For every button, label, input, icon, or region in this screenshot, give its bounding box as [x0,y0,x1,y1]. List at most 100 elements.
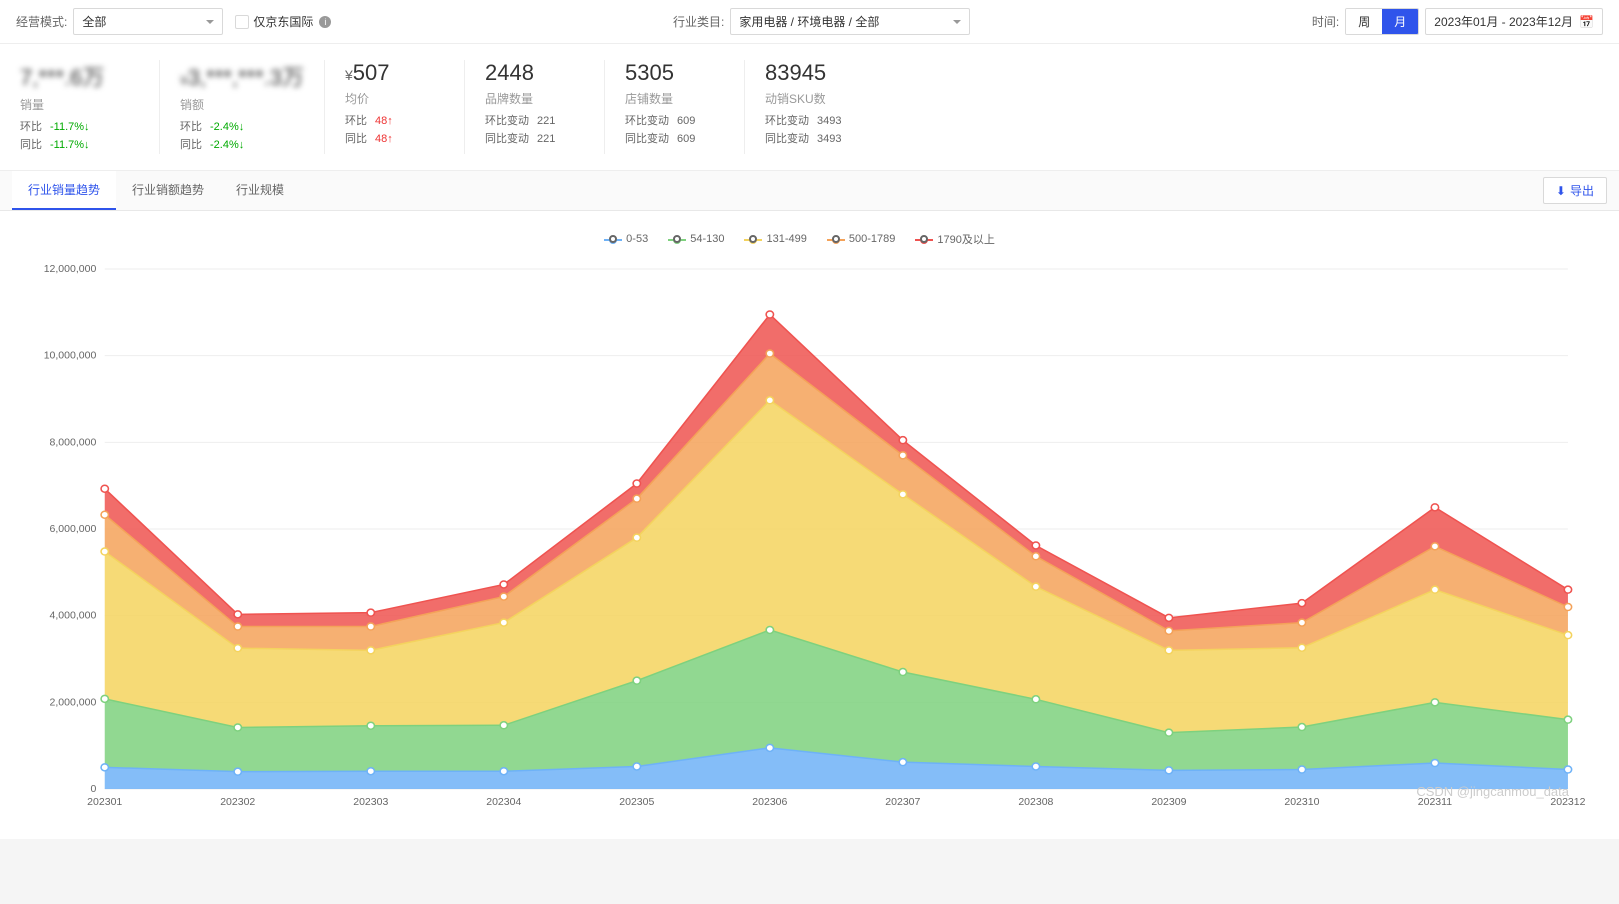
legend-item[interactable]: 131-499 [744,231,806,247]
series-marker[interactable] [367,722,374,729]
jd-intl-checkbox[interactable]: 仅京东国际 i [235,13,331,30]
series-marker[interactable] [367,609,374,616]
stat-comparison: 环比变动609 [625,113,724,131]
series-marker[interactable] [899,491,906,498]
arrow-down-icon [239,121,245,133]
series-marker[interactable] [367,768,374,775]
series-marker[interactable] [101,696,108,703]
series-marker[interactable] [500,768,507,775]
arrow-down-icon [239,139,245,151]
tab-2[interactable]: 行业规模 [220,171,300,210]
svg-text:202311: 202311 [1418,797,1453,808]
legend-marker-icon [827,235,845,243]
series-marker[interactable] [1298,766,1305,773]
time-toggle: 周 月 [1345,8,1419,35]
series-marker[interactable] [1431,760,1438,767]
arrow-down-icon [84,139,90,151]
series-marker[interactable] [633,480,640,487]
chart-legend: 0-53 54-130 131-499 500-1789 1790及以上 [10,231,1589,247]
series-marker[interactable] [101,764,108,771]
series-marker[interactable] [899,452,906,459]
series-marker[interactable] [1298,644,1305,651]
svg-text:4,000,000: 4,000,000 [50,611,97,622]
series-marker[interactable] [633,495,640,502]
series-marker[interactable] [101,511,108,518]
series-marker[interactable] [1165,729,1172,736]
toggle-month[interactable]: 月 [1382,9,1418,34]
series-marker[interactable] [1431,699,1438,706]
legend-item[interactable]: 54-130 [668,231,724,247]
legend-marker-icon [668,235,686,243]
series-marker[interactable] [899,437,906,444]
category-select[interactable]: 家用电器 / 环境电器 / 全部 [730,8,970,35]
series-marker[interactable] [101,485,108,492]
series-marker[interactable] [367,623,374,630]
series-marker[interactable] [1431,543,1438,550]
stat-prefix: ¥ [180,72,188,88]
series-marker[interactable] [633,763,640,770]
legend-marker-icon [744,235,762,243]
export-button[interactable]: ⬇导出 [1543,177,1607,204]
svg-text:202312: 202312 [1550,797,1585,808]
legend-item[interactable]: 500-1789 [827,231,896,247]
series-marker[interactable] [1431,586,1438,593]
stat-block: 7,***.6万销量环比-11.7%同比-11.7% [20,60,160,154]
series-marker[interactable] [234,645,241,652]
series-marker[interactable] [1032,763,1039,770]
stat-comparison: 环比-2.4% [180,119,304,137]
stat-value: 83945 [765,60,865,86]
series-marker[interactable] [1564,716,1571,723]
mode-select[interactable]: 全部 [73,8,223,35]
series-marker[interactable] [500,581,507,588]
series-marker[interactable] [1165,767,1172,774]
stat-prefix: ¥ [345,67,353,83]
jd-intl-label: 仅京东国际 [253,13,313,30]
legend-item[interactable]: 1790及以上 [915,231,994,247]
series-marker[interactable] [1431,504,1438,511]
tab-0[interactable]: 行业销量趋势 [12,171,116,210]
stat-block: ¥3,***,***.3万销额环比-2.4%同比-2.4% [160,60,325,154]
tab-1[interactable]: 行业销额趋势 [116,171,220,210]
series-marker[interactable] [367,647,374,654]
legend-item[interactable]: 0-53 [604,231,648,247]
series-marker[interactable] [234,768,241,775]
stat-comparison: 环比变动221 [485,113,584,131]
series-marker[interactable] [1032,542,1039,549]
series-marker[interactable] [500,619,507,626]
series-marker[interactable] [1165,628,1172,635]
series-marker[interactable] [101,548,108,555]
series-marker[interactable] [633,534,640,541]
series-marker[interactable] [766,350,773,357]
arrow-up-icon [387,115,393,127]
series-marker[interactable] [1564,632,1571,639]
svg-text:202303: 202303 [353,797,388,808]
series-marker[interactable] [500,722,507,729]
date-range-picker[interactable]: 2023年01月 - 2023年12月 📅 [1425,8,1603,35]
series-marker[interactable] [1564,604,1571,611]
series-marker[interactable] [633,677,640,684]
series-marker[interactable] [899,759,906,766]
series-marker[interactable] [766,627,773,634]
series-marker[interactable] [234,611,241,618]
series-marker[interactable] [500,593,507,600]
stat-value: 5305 [625,60,724,86]
series-marker[interactable] [1032,553,1039,560]
toggle-week[interactable]: 周 [1346,9,1382,34]
series-marker[interactable] [1032,696,1039,703]
series-marker[interactable] [1165,615,1172,622]
series-marker[interactable] [766,745,773,752]
stat-label: 动销SKU数 [765,90,865,107]
series-marker[interactable] [1298,724,1305,731]
svg-text:10,000,000: 10,000,000 [44,351,97,362]
series-marker[interactable] [899,669,906,676]
series-marker[interactable] [766,397,773,404]
series-marker[interactable] [234,623,241,630]
series-marker[interactable] [1564,586,1571,593]
series-marker[interactable] [1564,766,1571,773]
series-marker[interactable] [766,311,773,318]
series-marker[interactable] [1298,600,1305,607]
series-marker[interactable] [234,724,241,731]
series-marker[interactable] [1298,619,1305,626]
series-marker[interactable] [1032,583,1039,590]
series-marker[interactable] [1165,647,1172,654]
